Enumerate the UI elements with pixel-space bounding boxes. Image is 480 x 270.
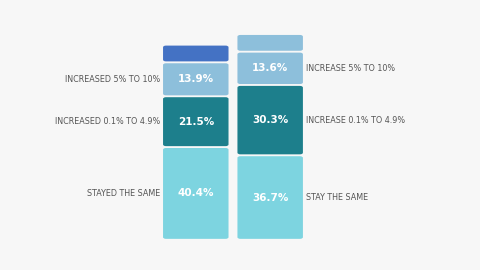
FancyBboxPatch shape [238, 53, 303, 84]
Text: 13.6%: 13.6% [252, 63, 288, 73]
Text: INCREASE 5% TO 10%: INCREASE 5% TO 10% [305, 64, 395, 73]
FancyBboxPatch shape [238, 156, 303, 239]
Text: STAY THE SAME: STAY THE SAME [305, 193, 368, 202]
Text: INCREASED 5% TO 10%: INCREASED 5% TO 10% [65, 75, 160, 84]
FancyBboxPatch shape [238, 35, 303, 51]
Text: 36.7%: 36.7% [252, 193, 288, 202]
FancyBboxPatch shape [163, 46, 228, 61]
Text: INCREASED 0.1% TO 4.9%: INCREASED 0.1% TO 4.9% [55, 117, 160, 126]
Text: STAYED THE SAME: STAYED THE SAME [87, 189, 160, 198]
Text: 30.3%: 30.3% [252, 115, 288, 125]
FancyBboxPatch shape [163, 97, 228, 146]
Text: 13.9%: 13.9% [178, 74, 214, 84]
FancyBboxPatch shape [163, 63, 228, 95]
Text: 40.4%: 40.4% [178, 188, 214, 198]
Text: 21.5%: 21.5% [178, 117, 214, 127]
Text: INCREASE 0.1% TO 4.9%: INCREASE 0.1% TO 4.9% [305, 116, 405, 125]
FancyBboxPatch shape [238, 86, 303, 154]
FancyBboxPatch shape [163, 148, 228, 239]
